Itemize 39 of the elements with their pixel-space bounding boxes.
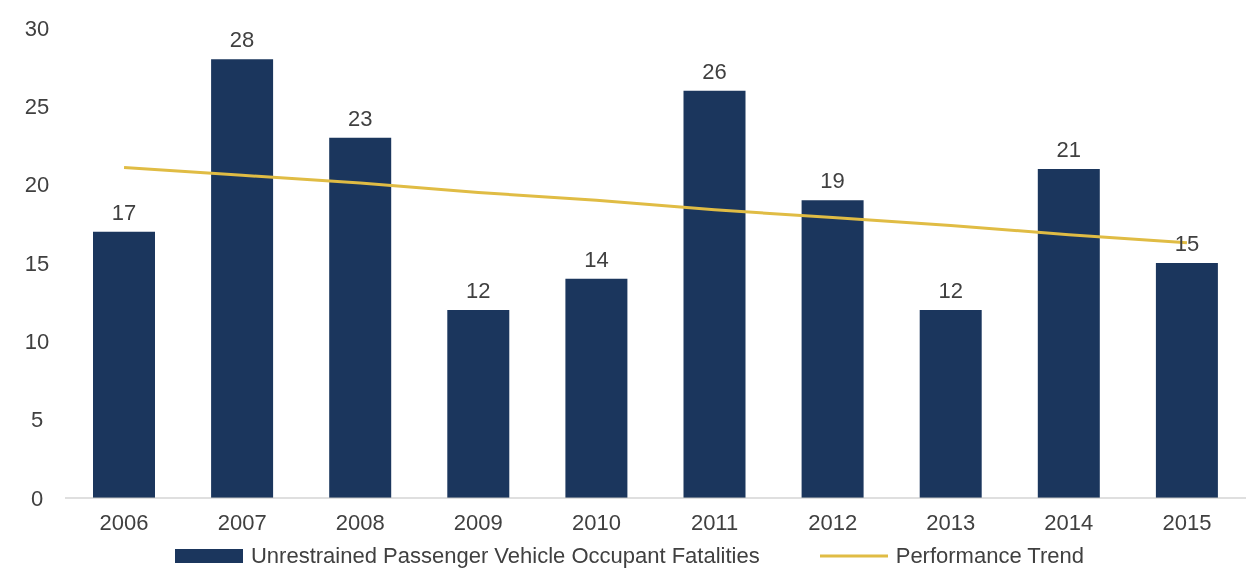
x-tick-label: 2006 <box>99 509 149 535</box>
y-tick-label: 30 <box>24 15 50 41</box>
data-label: 26 <box>702 58 727 84</box>
y-tick-label: 5 <box>30 407 44 433</box>
bar <box>683 90 746 498</box>
y-tick-label: 20 <box>24 172 50 198</box>
bar <box>329 137 392 498</box>
bar <box>565 278 628 498</box>
x-tick-label: 2012 <box>808 509 858 535</box>
x-tick-label: 2011 <box>690 509 739 535</box>
x-tick-label: 2010 <box>571 509 621 535</box>
bar <box>801 200 864 498</box>
y-tick-label: 15 <box>24 250 50 276</box>
bar <box>447 310 510 498</box>
x-tick-label: 2014 <box>1044 509 1094 535</box>
bar <box>919 310 982 498</box>
y-tick-label: 0 <box>30 485 44 511</box>
y-tick-label: 25 <box>24 94 50 120</box>
legend-label: Performance Trend <box>895 543 1085 569</box>
x-tick-label: 2013 <box>926 509 976 535</box>
legend-label: Unrestrained Passenger Vehicle Occupant Fatalities <box>250 543 760 569</box>
bar <box>1155 263 1218 498</box>
data-label: 28 <box>229 27 255 53</box>
bar <box>1037 169 1100 498</box>
data-label: 15 <box>1174 231 1200 256</box>
y-tick-label: 10 <box>24 329 50 355</box>
x-tick-label: 2009 <box>453 509 503 535</box>
bar <box>211 59 274 498</box>
bar <box>93 231 155 498</box>
x-tick-label: 2015 <box>1162 509 1212 535</box>
data-label: 17 <box>111 199 137 225</box>
data-label: 19 <box>820 168 845 194</box>
data-label: 21 <box>1056 137 1082 162</box>
data-label: 12 <box>466 278 491 303</box>
x-tick-label: 2008 <box>335 509 385 535</box>
data-label: 12 <box>938 278 963 303</box>
data-label: 14 <box>584 246 609 272</box>
data-label: 23 <box>347 105 373 131</box>
x-tick-label: 2007 <box>217 509 267 535</box>
